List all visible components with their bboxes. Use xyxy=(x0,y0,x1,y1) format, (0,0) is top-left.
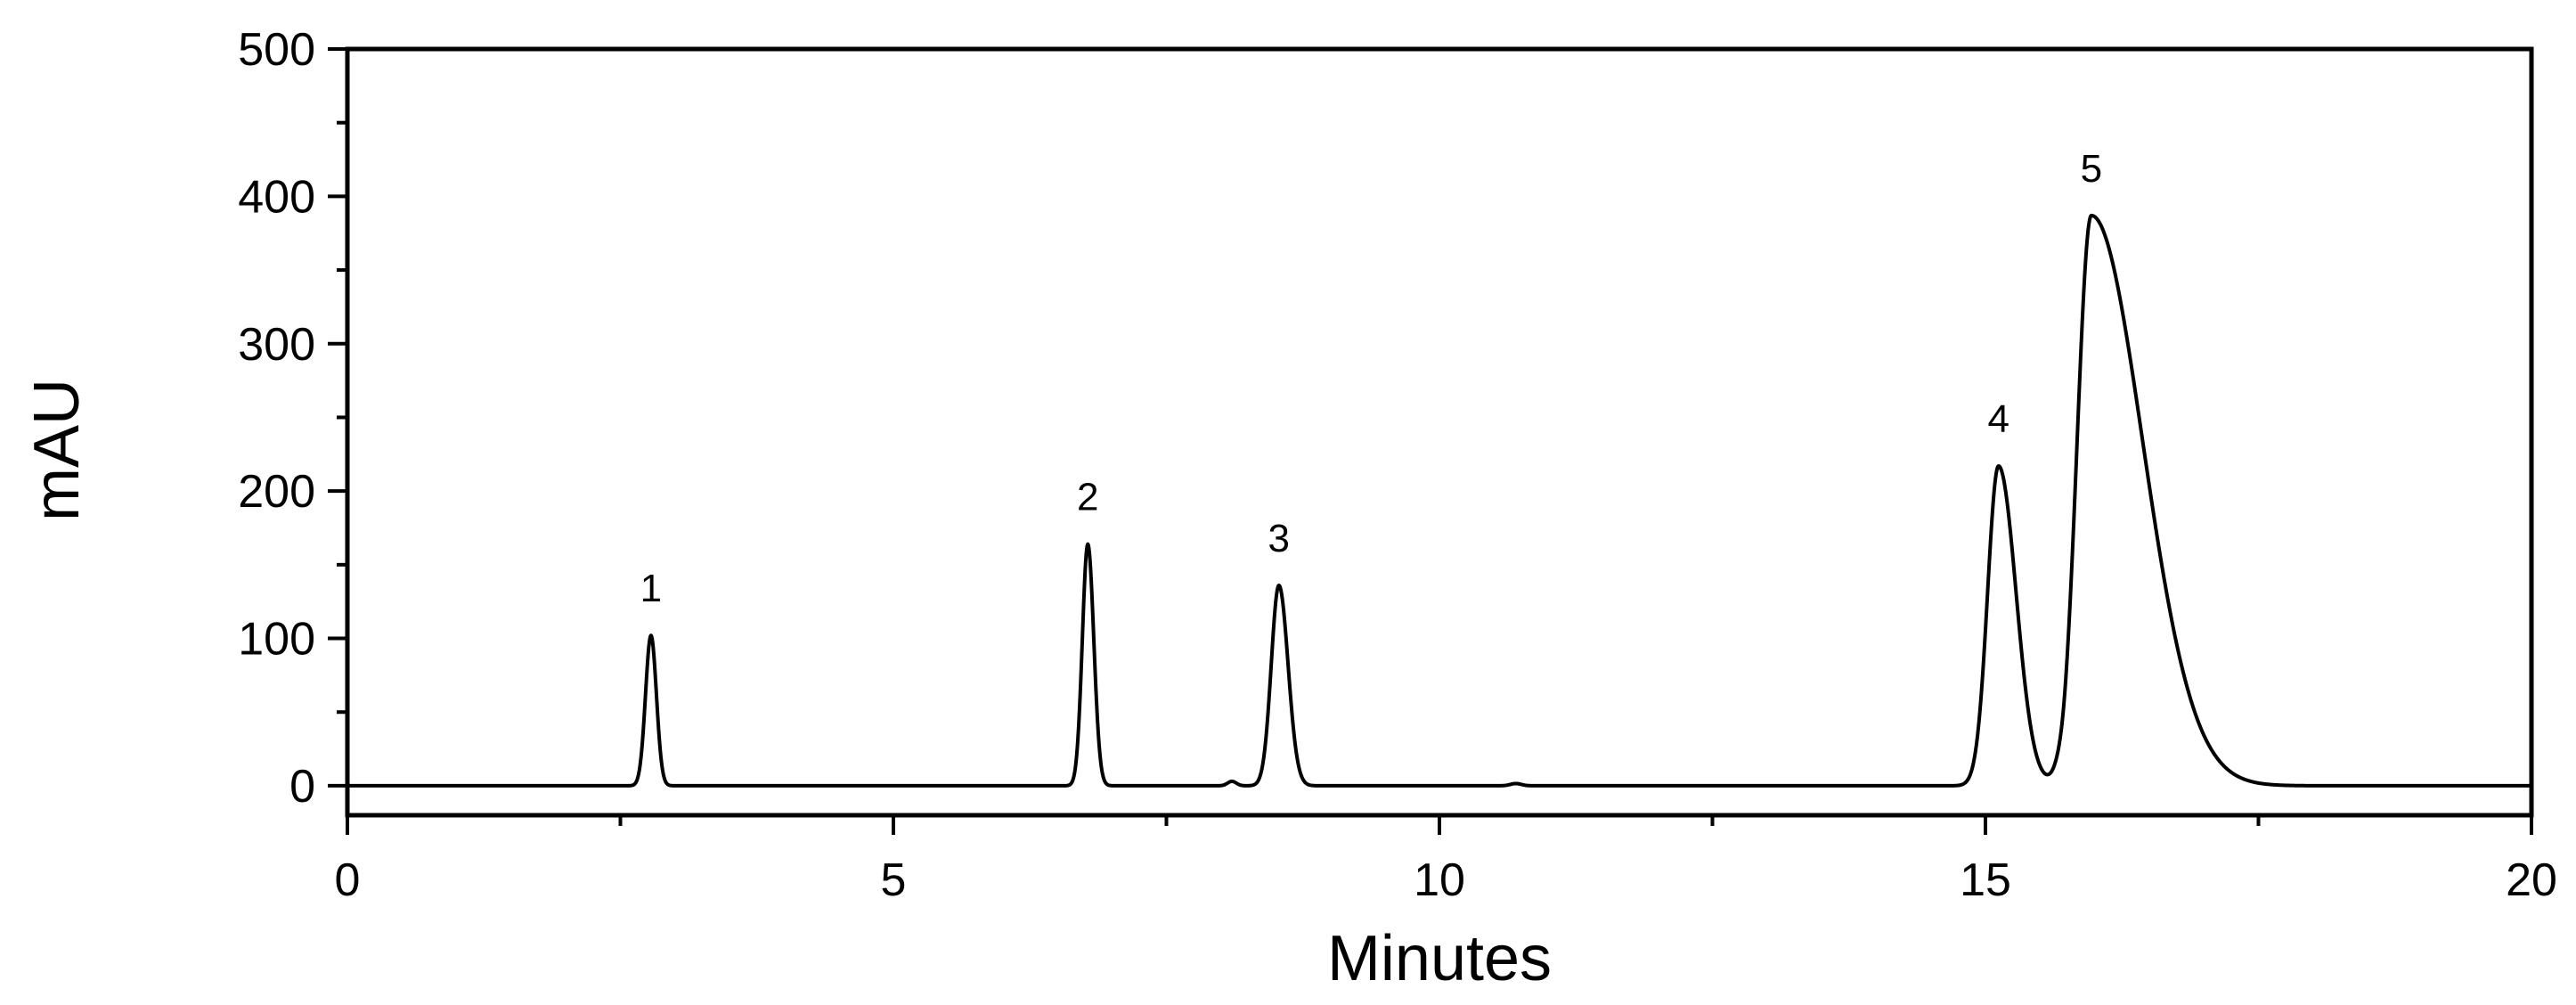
x-tick-label: 15 xyxy=(1960,854,2011,906)
y-tick-label: 0 xyxy=(289,761,315,813)
x-axis-ticks: 0 5 10 15 20 xyxy=(335,815,2557,906)
x-tick-label: 10 xyxy=(1414,854,1465,906)
peak-label-1: 1 xyxy=(640,567,662,610)
peak-label-2: 2 xyxy=(1077,476,1098,519)
y-tick-label: 100 xyxy=(238,614,315,666)
y-axis-title: mAU xyxy=(21,379,93,521)
x-tick-label: 5 xyxy=(881,854,907,906)
y-tick-label: 300 xyxy=(238,319,315,371)
y-tick-label: 400 xyxy=(238,171,315,223)
peak-label-3: 3 xyxy=(1268,517,1290,560)
chromatogram-trace xyxy=(346,213,2533,788)
peak-label-4: 4 xyxy=(1987,397,2009,441)
y-tick-label: 500 xyxy=(238,24,315,76)
x-tick-label: 20 xyxy=(2506,854,2557,906)
peak-label-5: 5 xyxy=(2081,147,2102,191)
x-axis-title: Minutes xyxy=(1327,923,1552,994)
y-tick-label: 200 xyxy=(238,466,315,518)
x-tick-label: 0 xyxy=(335,854,361,906)
peak-labels: 1 2 3 4 5 xyxy=(640,147,2103,610)
plot-frame xyxy=(345,46,2534,818)
y-axis-ticks: 0 100 200 300 400 500 xyxy=(238,24,347,813)
